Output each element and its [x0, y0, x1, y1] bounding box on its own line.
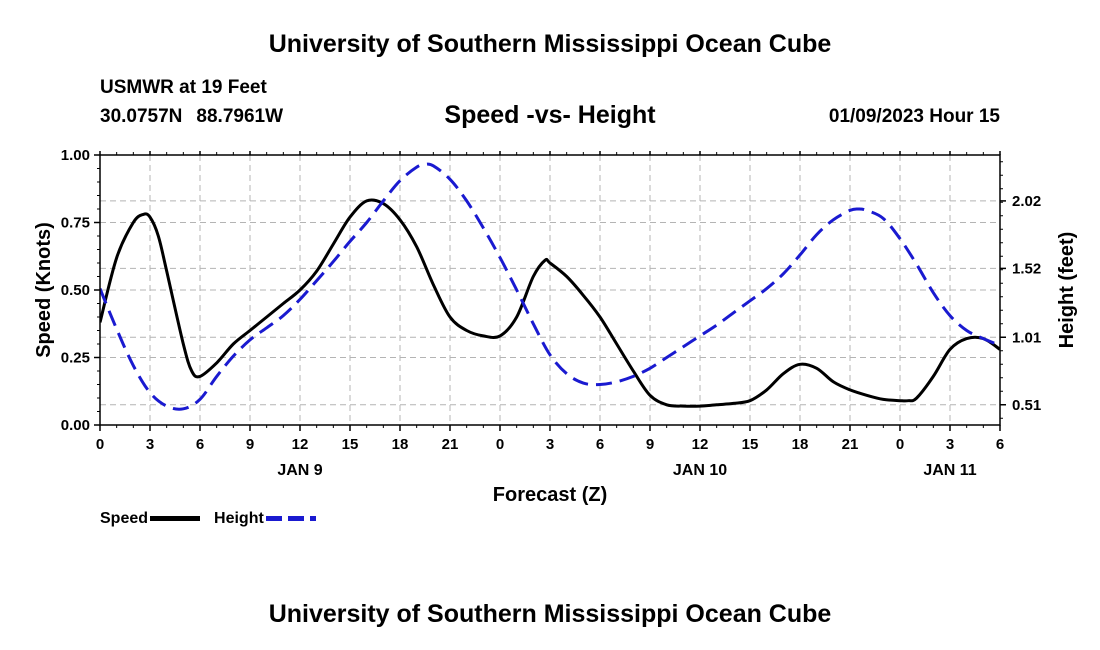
x-tick-label: 9: [246, 436, 254, 453]
x-tick-label: 0: [96, 436, 104, 453]
legend-height-swatch: [265, 516, 316, 522]
x-tick-label: 6: [596, 436, 604, 453]
x-tick-label: 21: [842, 436, 859, 453]
station-label: USMWR at 19 Feet: [100, 77, 267, 98]
y2-tick-label: 1.52: [1012, 260, 1041, 277]
date-label: JAN 9: [277, 462, 322, 479]
x-tick-label: 3: [546, 436, 554, 453]
y-tick-label: 0.50: [61, 282, 90, 299]
coordinates: 30.0757N 88.7961W: [100, 106, 297, 128]
speed-height-chart: 0 3 6 9 12 15 18 21 0 3 6 9 12 15 18 21 0 3 6 0.00 0.25 0.50 0…: [33, 147, 1078, 506]
x-tick-label: 15: [742, 436, 759, 453]
legend-speed-label: Speed: [100, 510, 149, 527]
x-axis-label: Forecast (Z): [493, 484, 607, 506]
y2-tick-label: 1.01: [1012, 329, 1041, 346]
y2-tick-label: 0.51: [1012, 397, 1041, 414]
chart-subtitle: Speed -vs- Height: [444, 101, 656, 129]
y2-tick-label: 2.02: [1012, 193, 1041, 210]
x-tick-label: 3: [146, 436, 154, 453]
x-tick-label: 12: [692, 436, 709, 453]
x-tick-label: 6: [996, 436, 1004, 453]
bottom-title: University of Southern Mississippi Ocean…: [268, 600, 832, 628]
x-tick-label: 15: [342, 436, 359, 453]
x-tick-label: 3: [946, 436, 954, 453]
x-tick-label: 6: [196, 436, 204, 453]
x-tick-label: 12: [292, 436, 309, 453]
legend: Speed Height: [100, 510, 316, 528]
x-tick-label: 0: [496, 436, 504, 453]
y-tick-label: 0.75: [61, 215, 90, 232]
x-tick-label: 18: [392, 436, 409, 453]
speed-series-line: [100, 198, 1000, 408]
legend-height-label: Height: [214, 510, 264, 527]
height-series-line: [100, 162, 1000, 411]
y2-axis-label: Height (feet): [1056, 232, 1078, 349]
date-label: JAN 11: [923, 462, 976, 479]
y-tick-label: 1.00: [61, 147, 90, 164]
forecast-datetime: 01/09/2023 Hour 15: [828, 106, 1000, 127]
y-tick-label: 0.00: [61, 417, 90, 434]
legend-speed-swatch: [150, 516, 201, 522]
date-label: JAN 10: [673, 462, 727, 479]
longitude: 88.7961W: [196, 106, 284, 127]
y-axis-label: Speed (Knots): [33, 222, 55, 358]
grid-lines: [100, 155, 1000, 425]
x-tick-label: 9: [646, 436, 654, 453]
x-tick-label: 21: [442, 436, 459, 453]
latitude: 30.0757N: [100, 106, 183, 127]
axes: 0 3 6 9 12 15 18 21 0 3 6 9 12 15 18 21 0 3 6 0.00 0.25 0.50 0…: [61, 147, 1041, 479]
top-title: University of Southern Mississippi Ocean…: [268, 30, 832, 58]
x-tick-label: 0: [896, 436, 904, 453]
series-lines: [100, 162, 1000, 411]
x-tick-label: 18: [792, 436, 809, 453]
y-tick-label: 0.25: [61, 350, 90, 367]
